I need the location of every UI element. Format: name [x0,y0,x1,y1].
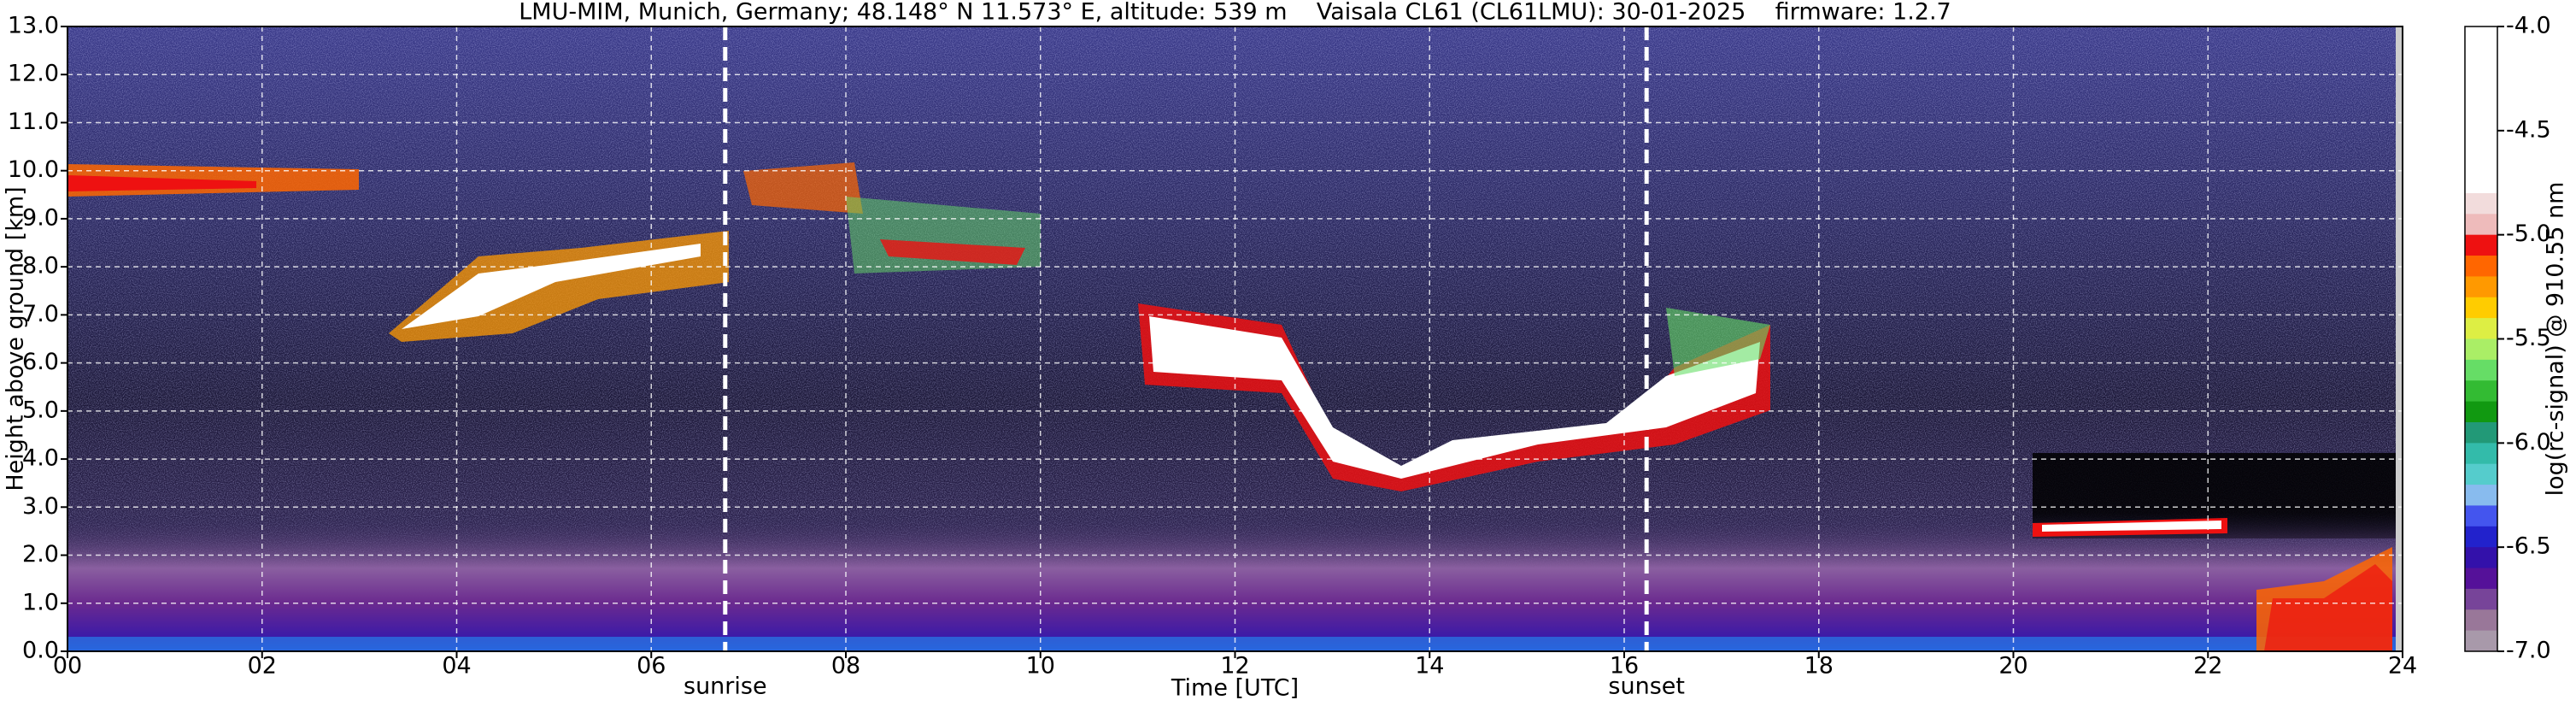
y-tick-label: 3.0 [22,493,59,520]
y-tick-label: 2.0 [22,541,59,568]
x-tick-label: 12 [1220,653,1249,680]
colorbar-segment [2465,526,2497,548]
colorbar-label: log(rc-signal) @ 910.55 nm [2543,182,2569,497]
colorbar-segment [2465,338,2497,361]
colorbar-segment [2465,463,2497,485]
colorbar-segment [2465,505,2497,527]
colorbar-segment [2465,297,2497,319]
x-tick-label: 22 [2193,653,2222,680]
annotation-label: sunset [1608,674,1685,700]
x-tick-label: 20 [1998,653,2027,680]
x-tick-label: 02 [248,653,277,680]
colorbar-segment [2465,234,2497,256]
colorbar-segment [2465,380,2497,403]
plot-frame [67,26,2403,652]
y-tick-label: 10.0 [8,156,59,183]
y-tick-label: 13.0 [8,13,59,39]
x-tick-label: 08 [831,653,860,680]
colorbar-tick-label: -6.0 [2506,429,2551,456]
colorbar-segment [2465,630,2497,652]
colorbar-segment [2465,68,2497,90]
colorbar-tick-label: -6.5 [2506,533,2551,560]
colorbar-segment [2465,401,2497,423]
colorbar-tick-label: -4.5 [2506,116,2551,143]
colorbar-tick-label: -5.0 [2506,221,2551,247]
colorbar-tick-label: -5.5 [2506,325,2551,351]
x-tick-label: 00 [53,653,82,680]
colorbar-segment [2465,130,2497,152]
x-tick-label: 18 [1804,653,1834,680]
y-tick-label: 7.0 [22,301,59,327]
x-tick-label: 04 [442,653,471,680]
colorbar-segment [2465,26,2497,48]
y-tick-label: 1.0 [22,589,59,615]
colorbar-segment [2465,547,2497,569]
x-tick-label: 06 [637,653,666,680]
annotation-label: sunrise [684,674,767,700]
colorbar-segment [2465,318,2497,339]
colorbar-segment [2465,214,2497,236]
colorbar-segment [2465,443,2497,465]
colorbar-segment [2465,609,2497,632]
y-tick-label: 11.0 [8,109,59,135]
colorbar-segment [2465,421,2497,444]
colorbar-segment [2465,485,2497,506]
x-tick-label: 10 [1026,653,1055,680]
colorbar-segment [2465,568,2497,590]
x-axis-label: Time [UTC] [1171,675,1299,702]
y-tick-label: 9.0 [22,204,59,231]
x-tick-label: 14 [1415,653,1444,680]
colorbar-segment [2465,276,2497,298]
y-tick-label: 12.0 [8,61,59,87]
x-tick-label: 16 [1610,653,1639,680]
colorbar-segment [2465,89,2497,110]
colorbar-segment [2465,47,2497,69]
y-tick-label: 6.0 [22,349,59,375]
y-tick-label: 4.0 [22,445,59,472]
colorbar-segment [2465,151,2497,174]
y-tick-label: 0.0 [22,638,59,664]
colorbar-segment [2465,359,2497,381]
colorbar-segment [2465,588,2497,610]
colorbar-tick-label: -4.0 [2506,13,2551,39]
colorbar-tick-label: -7.0 [2506,638,2551,664]
colorbar-segment [2465,192,2497,215]
colorbar-segment [2465,172,2497,194]
chart-title: LMU-MIM, Munich, Germany; 48.148° N 11.5… [519,0,1951,26]
y-axis-label: Height above ground [km] [3,186,29,491]
colorbar-segment [2465,109,2497,132]
colorbar-segment [2465,256,2497,277]
y-tick-label: 8.0 [22,253,59,279]
y-tick-label: 5.0 [22,397,59,423]
x-tick-label: 24 [2388,653,2417,680]
